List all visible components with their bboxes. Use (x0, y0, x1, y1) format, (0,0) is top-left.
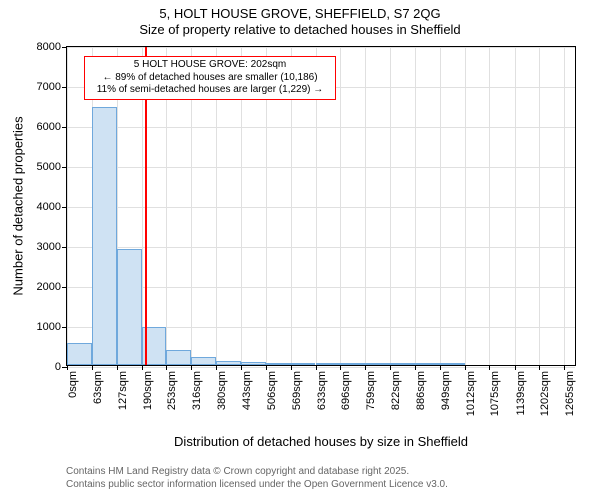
gridline-v (539, 47, 540, 365)
x-tick-mark (291, 365, 292, 370)
x-tick-mark (340, 365, 341, 370)
y-axis-label: Number of detached properties (11, 116, 26, 295)
x-tick-label: 506sqm (266, 371, 278, 410)
x-tick-label: 1012sqm (465, 371, 477, 416)
x-tick-label: 822sqm (390, 371, 402, 410)
x-tick-label: 1265sqm (564, 371, 576, 416)
histogram-bar (92, 107, 117, 365)
gridline-h (67, 47, 575, 48)
x-tick-mark (489, 365, 490, 370)
x-tick-label: 1075sqm (489, 371, 501, 416)
x-tick-label: 380sqm (216, 371, 228, 410)
x-tick-mark (564, 365, 565, 370)
histogram-bar (440, 363, 465, 365)
x-tick-mark (440, 365, 441, 370)
x-tick-mark (166, 365, 167, 370)
x-tick-label: 190sqm (142, 371, 154, 410)
gridline-v (515, 47, 516, 365)
x-tick-mark (241, 365, 242, 370)
x-axis-label: Distribution of detached houses by size … (66, 434, 576, 449)
gridline-h (67, 127, 575, 128)
x-tick-label: 443sqm (241, 371, 253, 410)
annotation-box: 5 HOLT HOUSE GROVE: 202sqm ← 89% of deta… (84, 56, 336, 100)
gridline-v (489, 47, 490, 365)
histogram-bar (291, 363, 316, 365)
x-tick-mark (515, 365, 516, 370)
histogram-bar (415, 363, 440, 365)
gridline-h (67, 167, 575, 168)
histogram-bar (216, 361, 241, 365)
gridline-v (465, 47, 466, 365)
histogram-bar (365, 363, 390, 365)
x-tick-mark (365, 365, 366, 370)
footer-attribution: Contains HM Land Registry data © Crown c… (66, 466, 448, 491)
x-tick-mark (117, 365, 118, 370)
x-tick-mark (92, 365, 93, 370)
x-tick-label: 316sqm (191, 371, 203, 410)
histogram-bar (241, 362, 266, 365)
x-tick-mark (465, 365, 466, 370)
x-tick-mark (539, 365, 540, 370)
chart-title-line2: Size of property relative to detached ho… (0, 22, 600, 38)
x-tick-label: 127sqm (117, 371, 129, 410)
x-tick-mark (191, 365, 192, 370)
chart-title-line1: 5, HOLT HOUSE GROVE, SHEFFIELD, S7 2QG (0, 6, 600, 22)
gridline-h (67, 367, 575, 368)
x-tick-label: 1202sqm (539, 371, 551, 416)
x-tick-label: 886sqm (415, 371, 427, 410)
histogram-bar (390, 363, 415, 365)
histogram-bar (266, 363, 291, 365)
gridline-v (415, 47, 416, 365)
gridline-v (390, 47, 391, 365)
histogram-chart: 5, HOLT HOUSE GROVE, SHEFFIELD, S7 2QG S… (0, 6, 600, 37)
x-tick-label: 633sqm (316, 371, 328, 410)
footer-line2: Contains public sector information licen… (66, 479, 448, 492)
annotation-line1: 5 HOLT HOUSE GROVE: 202sqm (89, 59, 331, 72)
x-tick-label: 253sqm (166, 371, 178, 410)
annotation-line3: 11% of semi-detached houses are larger (… (89, 84, 331, 97)
x-tick-mark (316, 365, 317, 370)
x-tick-mark (142, 365, 143, 370)
histogram-bar (340, 363, 365, 365)
histogram-bar (166, 350, 191, 365)
x-tick-label: 949sqm (440, 371, 452, 410)
x-tick-label: 0sqm (67, 371, 79, 398)
histogram-bar (316, 363, 341, 365)
annotation-line2: ← 89% of detached houses are smaller (10… (89, 72, 331, 85)
gridline-v (67, 47, 68, 365)
x-tick-mark (415, 365, 416, 370)
gridline-h (67, 207, 575, 208)
histogram-bar (117, 249, 142, 365)
gridline-v (564, 47, 565, 365)
x-tick-label: 759sqm (365, 371, 377, 410)
x-tick-label: 569sqm (291, 371, 303, 410)
histogram-bar (191, 357, 216, 365)
x-tick-mark (266, 365, 267, 370)
x-tick-mark (67, 365, 68, 370)
x-tick-mark (390, 365, 391, 370)
gridline-h (67, 287, 575, 288)
histogram-bar (67, 343, 92, 365)
x-tick-mark (216, 365, 217, 370)
footer-line1: Contains HM Land Registry data © Crown c… (66, 466, 448, 479)
gridline-v (365, 47, 366, 365)
gridline-v (340, 47, 341, 365)
gridline-v (440, 47, 441, 365)
x-tick-label: 1139sqm (515, 371, 527, 415)
x-tick-label: 63sqm (92, 371, 104, 404)
x-tick-label: 696sqm (340, 371, 352, 410)
gridline-h (67, 247, 575, 248)
